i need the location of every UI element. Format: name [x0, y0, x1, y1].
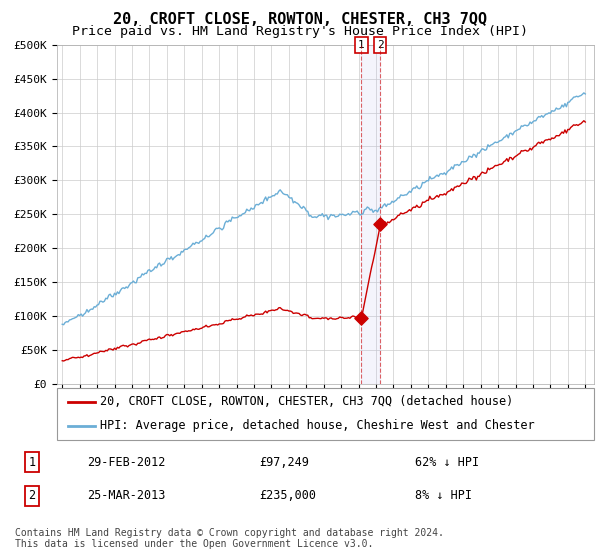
- Bar: [361, 45, 380, 384]
- FancyBboxPatch shape: [57, 388, 594, 440]
- Text: £235,000: £235,000: [260, 489, 317, 502]
- Text: Price paid vs. HM Land Registry's House Price Index (HPI): Price paid vs. HM Land Registry's House …: [72, 25, 528, 38]
- Text: 1: 1: [358, 40, 365, 50]
- Text: 20, CROFT CLOSE, ROWTON, CHESTER, CH3 7QQ: 20, CROFT CLOSE, ROWTON, CHESTER, CH3 7Q…: [113, 12, 487, 27]
- Text: 62% ↓ HPI: 62% ↓ HPI: [415, 455, 479, 469]
- Text: 2: 2: [377, 40, 383, 50]
- Text: Contains HM Land Registry data © Crown copyright and database right 2024.
This d: Contains HM Land Registry data © Crown c…: [15, 528, 444, 549]
- Point: [356, 313, 366, 322]
- Text: 29-FEB-2012: 29-FEB-2012: [87, 455, 165, 469]
- Text: 2: 2: [29, 489, 36, 502]
- Text: 1: 1: [29, 455, 36, 469]
- Text: 8% ↓ HPI: 8% ↓ HPI: [415, 489, 472, 502]
- Text: 20, CROFT CLOSE, ROWTON, CHESTER, CH3 7QQ (detached house): 20, CROFT CLOSE, ROWTON, CHESTER, CH3 7Q…: [100, 395, 513, 408]
- Text: 25-MAR-2013: 25-MAR-2013: [87, 489, 165, 502]
- Text: £97,249: £97,249: [260, 455, 310, 469]
- Point: [375, 220, 385, 229]
- Text: HPI: Average price, detached house, Cheshire West and Chester: HPI: Average price, detached house, Ches…: [100, 419, 535, 432]
